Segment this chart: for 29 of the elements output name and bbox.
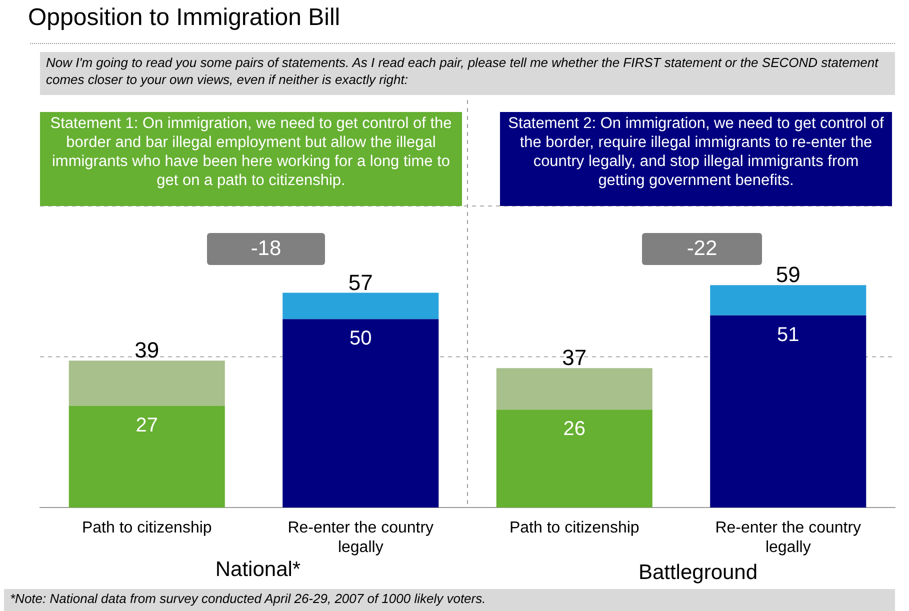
text: *Note: National data from survey conducted April 26-29, 2007 of 1000 likely voters. <box>4 589 895 611</box>
total-label: 59 <box>776 262 800 288</box>
text: Now I'm going to read you some pairs of statements. As I read each pair, please tell me whether the FIRST statement or the SECOND statement comes closer to your own views, even if neither is exactly right: <box>40 52 895 95</box>
x-tick-label: Re-enter the country legally <box>288 520 434 556</box>
data-label: 50 <box>350 328 372 350</box>
data-label: 26 <box>563 418 586 440</box>
x-tick-label: Re-enter the country legally <box>715 520 862 556</box>
callout-box: -18 <box>207 233 325 265</box>
bar <box>710 315 866 508</box>
x-tick-label: Path to citizenship <box>509 520 640 537</box>
data-label: 27 <box>136 414 158 436</box>
text: Statement 2: On immigration, we need to get control of the border, require illegal immigrants to re-enter the country legally, and stop illegal immigrants from getting government benefits. <box>500 112 892 206</box>
x-tick-label: Path to citizenship <box>82 520 212 537</box>
bar <box>710 285 866 316</box>
bar <box>282 319 439 508</box>
bar <box>282 292 439 320</box>
bar <box>68 406 225 508</box>
chart-title: Opposition to Immigration Bill <box>28 4 340 32</box>
bar <box>68 360 225 406</box>
text: Battleground <box>637 561 759 585</box>
total-label: 37 <box>562 345 587 370</box>
total-label: 57 <box>348 270 373 295</box>
text: Statement 1: On immigration, we need to get control of the border and bar illegal employment but allow the illegal immigrants who have been here working for a long time to get on a path to citizenship. <box>40 112 462 206</box>
data-label: 51 <box>777 324 800 346</box>
bar <box>496 368 652 410</box>
bar <box>496 410 652 508</box>
total-label: 39 <box>134 338 160 363</box>
text: National* <box>214 558 302 582</box>
callout-box: -22 <box>642 233 762 265</box>
